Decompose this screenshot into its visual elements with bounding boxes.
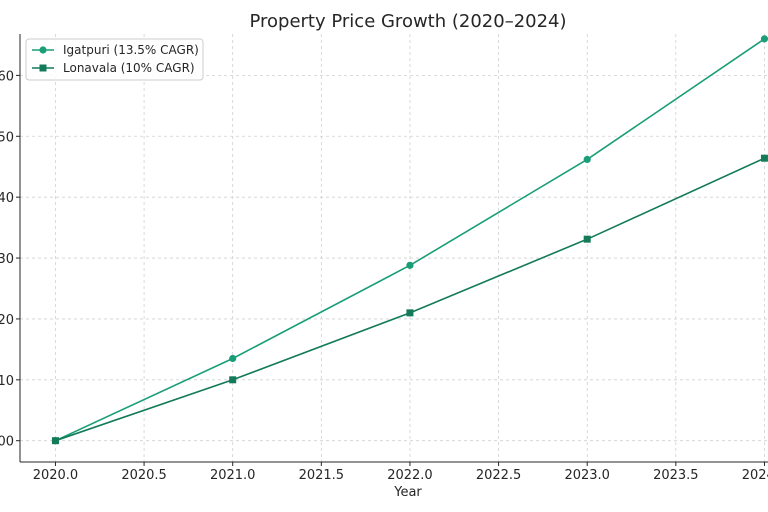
x-tick-label: 2023.5 (653, 468, 699, 483)
y-tick-label: 140 (0, 191, 14, 206)
x-tick-label: 2022.5 (476, 468, 522, 483)
axes (19, 34, 768, 463)
data-point-circle (583, 155, 591, 164)
y-tick-label: 130 (0, 252, 14, 267)
legend-label: Lonavala (10% CAGR) (63, 61, 195, 75)
chart-title: Property Price Growth (2020–2024) (249, 11, 566, 32)
y-tick-label: 120 (0, 313, 14, 328)
x-tick-label: 2021.0 (210, 468, 256, 483)
y-tick-label: 110 (0, 374, 14, 389)
x-tick-label: 2021.5 (299, 468, 345, 483)
legend-label: Igatpuri (13.5% CAGR) (63, 43, 199, 57)
legend: Igatpuri (13.5% CAGR) Lonavala (10% CAGR) (25, 38, 204, 81)
series-layer (51, 35, 768, 445)
legend-marker-circle (39, 46, 47, 54)
y-tick-label: 100 (0, 435, 14, 450)
data-point-square (406, 309, 414, 317)
data-point-circle (760, 35, 768, 43)
data-point-square (760, 154, 768, 162)
y-tick-label: 150 (0, 130, 14, 145)
x-tick-label: 2023.0 (564, 468, 610, 483)
y-tick-label: 160 (0, 69, 14, 84)
x-tick-label: 2020.0 (33, 468, 79, 483)
data-point-square (229, 376, 237, 384)
legend-box (25, 38, 204, 81)
data-point-circle (229, 354, 237, 363)
x-tick-label: 2020.5 (121, 468, 167, 483)
tick-labels: 2020.0 2020.5 2021.0 2021.5 2022.0 2022.5 2023… (0, 69, 768, 483)
x-tick-label: 2024.0 (742, 468, 768, 483)
x-tick-label: 2022.0 (387, 468, 433, 483)
data-point-square (583, 235, 591, 243)
x-axis-label: Year (393, 485, 422, 500)
data-point-circle (406, 261, 414, 269)
legend-marker-square (39, 64, 47, 72)
grid-lines (20, 34, 768, 462)
data-point-square (51, 437, 59, 445)
